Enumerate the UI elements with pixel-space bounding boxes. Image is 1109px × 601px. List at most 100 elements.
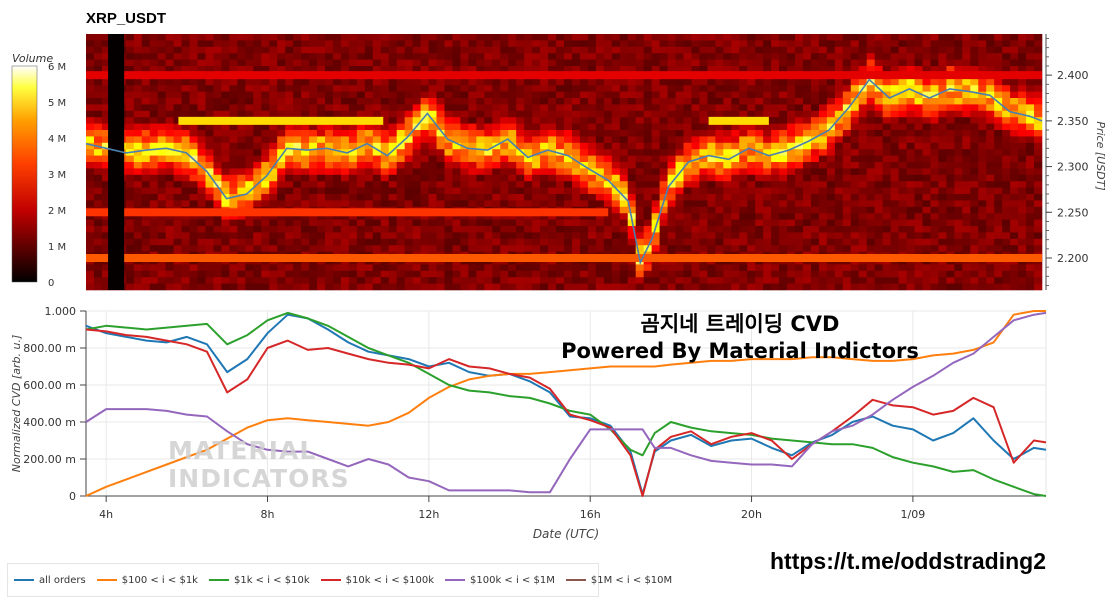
heatmap-cell	[269, 149, 278, 156]
heatmap-cell	[340, 130, 350, 137]
heatmap-cell	[914, 149, 923, 156]
heatmap-cell	[643, 142, 652, 150]
heatmap-cell	[818, 168, 828, 176]
heatmap-cell	[277, 142, 286, 150]
heatmap-cell	[818, 200, 828, 208]
heatmap-cell	[317, 232, 326, 240]
heatmap-cell	[205, 283, 214, 291]
heatmap-cell	[412, 34, 421, 41]
heatmap-cell	[332, 264, 342, 272]
heatmap-cell	[914, 283, 923, 291]
heatmap-cell	[181, 130, 190, 137]
heatmap-cell	[436, 110, 445, 118]
heatmap-cell	[787, 123, 796, 131]
heatmap-cell	[1026, 232, 1035, 240]
heatmap-cell	[364, 34, 374, 41]
heatmap-cell	[699, 213, 708, 220]
heatmap-cell	[571, 149, 581, 156]
heatmap-cell	[986, 98, 995, 105]
heatmap-cell	[285, 34, 294, 41]
heatmap-cell	[516, 136, 525, 144]
heatmap-cell	[962, 91, 971, 99]
heatmap-cell	[396, 238, 405, 246]
heatmap-cell	[356, 53, 366, 60]
heatmap-cell	[795, 181, 804, 188]
heatmap-cell	[731, 110, 740, 118]
heatmap-cell	[261, 245, 270, 252]
heatmap-cell	[587, 91, 597, 99]
heatmap-cell	[412, 219, 421, 227]
heatmap-cell	[317, 238, 326, 246]
heatmap-cell	[532, 264, 541, 272]
heatmap-cell	[173, 200, 182, 208]
heatmap-cell	[356, 98, 366, 105]
heatmap-cell	[810, 110, 820, 118]
heatmap-cell	[348, 200, 358, 208]
heatmap-cell	[922, 104, 931, 112]
heatmap-cell	[149, 104, 158, 112]
heatmap-cell	[141, 200, 151, 208]
heatmap-cell	[277, 187, 286, 195]
heatmap-cell	[603, 238, 613, 246]
heatmap-cell	[930, 98, 939, 105]
heatmap-cell	[595, 136, 605, 144]
heatmap-cell	[141, 123, 151, 131]
heatmap-cell	[858, 91, 868, 99]
heatmap-cell	[564, 245, 573, 252]
heatmap-cell	[755, 219, 764, 227]
heatmap-cell	[587, 238, 597, 246]
heatmap-cell	[86, 78, 95, 86]
heatmap-cell	[173, 162, 182, 169]
heatmap-cell	[970, 110, 979, 118]
heatmap-cell	[922, 270, 931, 278]
heatmap-cell	[229, 283, 238, 291]
heatmap-cell	[986, 59, 995, 67]
heatmap-cell	[476, 194, 485, 201]
heatmap-cell	[858, 149, 868, 156]
legend-item[interactable]: $100k < i < $1M	[445, 575, 555, 586]
heatmap-cell	[548, 168, 557, 176]
heatmap-cell	[826, 219, 836, 227]
material-indicators-watermark: MATERIAL INDICATORS	[168, 437, 350, 493]
legend-item[interactable]: $1M < i < $10M	[565, 575, 672, 586]
heatmap-cell	[516, 213, 525, 220]
heatmap-cell	[882, 187, 891, 195]
heatmap-cell	[524, 123, 533, 131]
legend-item[interactable]: all orders	[14, 575, 86, 586]
heatmap-cell	[165, 232, 174, 240]
heatmap-cell	[556, 59, 565, 67]
heatmap-cell	[86, 283, 95, 291]
heatmap-cell	[1026, 98, 1035, 105]
heatmap-cell	[739, 187, 748, 195]
heatmap-cell	[86, 46, 95, 54]
heatmap-cell	[380, 142, 390, 150]
heatmap-cell	[842, 232, 852, 240]
heatmap-cell	[763, 194, 772, 201]
heatmap-cell	[810, 245, 820, 252]
heatmap-cell	[500, 117, 509, 124]
heatmap-cell	[325, 123, 334, 131]
telegram-link[interactable]: https://t.me/oddstrading2	[770, 548, 1046, 574]
heatmap-cell	[436, 194, 445, 201]
legend-item[interactable]: $100 < i < $1k	[96, 575, 198, 586]
heatmap-cell	[412, 168, 421, 176]
heatmap-cell	[380, 117, 390, 124]
legend-item[interactable]: $10k < i < $100k	[320, 575, 434, 586]
heatmap-cell	[635, 104, 644, 112]
heatmap-cell	[787, 98, 796, 105]
heatmap-cell	[332, 181, 342, 188]
heatmap-cell	[747, 162, 756, 169]
heatmap-cell	[460, 117, 469, 124]
heatmap-cell	[866, 219, 875, 227]
heatmap-cell	[332, 232, 342, 240]
heatmap-cell	[356, 34, 366, 41]
heatmap-cell	[803, 85, 812, 92]
heatmap-cell	[627, 283, 636, 291]
heatmap-cell	[707, 78, 716, 86]
heatmap-cell	[245, 66, 254, 73]
heatmap-cell	[890, 130, 899, 137]
legend-item[interactable]: $1k < i < $10k	[208, 575, 310, 586]
heatmap-cell	[571, 168, 581, 176]
heatmap-cell	[221, 123, 230, 131]
heatmap-cell	[970, 219, 979, 227]
